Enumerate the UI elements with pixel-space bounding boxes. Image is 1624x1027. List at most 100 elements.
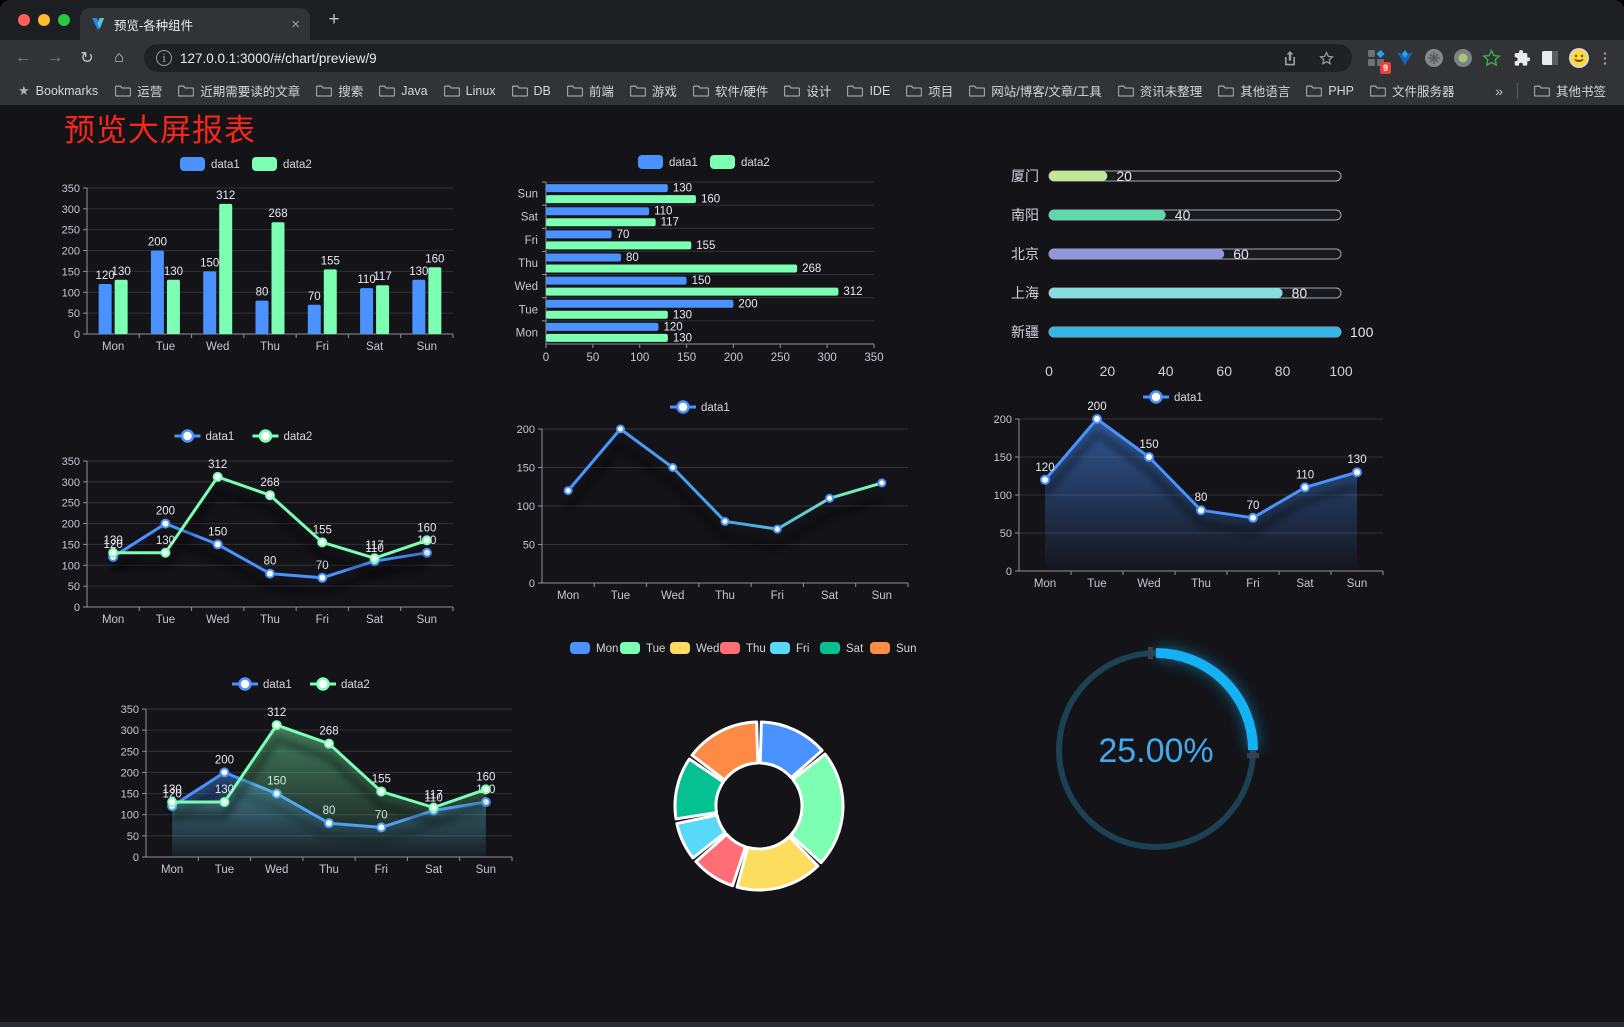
svg-text:data2: data2 [284, 431, 313, 443]
bookmark-folder[interactable]: DB [504, 79, 559, 102]
forward-button[interactable]: → [47, 49, 63, 66]
chart-dual-area[interactable]: data1 data2 0 50 100 150 200 250 300 350 Mon Tue Wed… [100, 671, 520, 893]
donut-slice-Sun[interactable] [690, 720, 760, 782]
svg-text:300: 300 [62, 477, 80, 489]
legend-item[interactable]: data2 [252, 157, 312, 171]
legend-item[interactable]: data1 [174, 429, 235, 444]
bookmark-folder[interactable]: 近期需要读的文章 [170, 79, 308, 102]
legend-item[interactable]: Tue [620, 642, 665, 655]
share-icon[interactable] [1276, 50, 1304, 67]
svg-text:110: 110 [654, 206, 672, 218]
legend-item[interactable]: data1 [180, 157, 240, 171]
donut-slice-Tue[interactable] [789, 752, 845, 865]
folder-icon [443, 84, 460, 97]
chart-single-area[interactable]: data1 0 50 100 150 200 Mon Tue Wed Thu Fri Sat Sun 12… [975, 385, 1390, 603]
ext-star-icon[interactable] [1478, 45, 1505, 71]
svg-text:100: 100 [1350, 324, 1374, 340]
tab-close-icon[interactable]: × [291, 15, 300, 33]
traffic-light-minimize[interactable] [38, 14, 50, 26]
donut-slice-Thu[interactable] [694, 832, 747, 888]
bookmark-folder[interactable]: 网站/博客/文章/工具 [961, 79, 1109, 102]
chart-donut[interactable]: Mon Tue Wed Thu Fri Sat Sun [555, 630, 945, 902]
legend-item[interactable]: Thu [720, 642, 766, 655]
legend-item[interactable]: Fri [770, 642, 809, 655]
svg-text:Mon: Mon [102, 341, 124, 353]
bookmark-folder[interactable]: Linux [436, 79, 504, 102]
bookmark-folder[interactable]: 资讯未整理 [1110, 79, 1211, 102]
back-button[interactable]: ← [15, 49, 31, 66]
url-text[interactable]: 127.0.0.1:3000/#/chart/preview/9 [180, 50, 377, 66]
bookmark-folder[interactable]: 搜索 [308, 79, 371, 102]
legend-item[interactable]: data1 [638, 155, 698, 169]
bookmark-label: 资讯未整理 [1139, 85, 1203, 99]
bookmarks-manager-item[interactable]: ★ Bookmarks [10, 81, 106, 101]
bookmark-folder[interactable]: 运营 [107, 79, 170, 102]
legend-item[interactable]: data1 [232, 677, 292, 692]
bookmark-star-icon[interactable] [1312, 50, 1340, 67]
traffic-light-close[interactable] [18, 14, 30, 26]
profile-avatar[interactable] [1565, 45, 1592, 71]
chart-progress-bars[interactable]: 厦门 20 南阳 40 北京 60 上海 80 新疆 100 0 20 40 60 80 100 [995, 160, 1390, 395]
ext-circle-icon[interactable] [1420, 45, 1447, 71]
svg-text:Thu: Thu [260, 341, 280, 353]
bookmark-folder[interactable]: Java [371, 79, 435, 102]
svg-text:150: 150 [994, 452, 1012, 464]
svg-text:130: 130 [164, 266, 183, 278]
donut-slice-Wed[interactable] [735, 835, 820, 892]
bookmark-folder[interactable]: PHP [1298, 79, 1362, 102]
bookmarks-overflow-chevron[interactable]: » [1495, 82, 1503, 99]
extensions-puzzle-icon[interactable] [1507, 45, 1534, 71]
donut-slice-Sat[interactable] [673, 757, 725, 821]
svg-text:150: 150 [692, 275, 711, 287]
bookmark-folder[interactable]: 其他语言 [1210, 79, 1298, 102]
menu-dots-icon[interactable]: ⋮ [1597, 50, 1613, 67]
chart-dual-line[interactable]: data1 data2 0 50 100 150 200 250 300 350 Mon Tue Wed… [45, 423, 460, 643]
svg-text:Sun: Sun [417, 614, 437, 626]
chart-gradient-line[interactable]: data1 0 50 100 150 200 Mon Tue Wed Thu Fri Sat Sun [498, 395, 920, 617]
svg-text:110: 110 [424, 792, 442, 804]
legend-item[interactable]: Mon [570, 642, 618, 655]
ext-green-dot-icon[interactable] [1449, 45, 1476, 71]
address-bar[interactable]: i 127.0.0.1:3000/#/chart/preview/9 [144, 44, 1352, 72]
legend-item[interactable]: data2 [252, 429, 313, 444]
svg-text:130: 130 [112, 266, 131, 278]
donut-slice-Fri[interactable] [675, 813, 727, 860]
reload-button[interactable]: ↻ [80, 50, 94, 67]
legend-item[interactable]: data2 [710, 155, 770, 169]
bookmark-folder[interactable]: 项目 [898, 79, 961, 102]
svg-text:Wed: Wed [206, 614, 229, 626]
legend-item[interactable]: Sat [820, 642, 864, 655]
bookmark-folder[interactable]: 设计 [776, 79, 839, 102]
svg-text:80: 80 [256, 287, 269, 299]
chart-gauge-ring[interactable]: 25.00% [1040, 638, 1272, 878]
vue-devtools-icon[interactable] [1391, 45, 1418, 71]
chart-horizontal-bar[interactable]: data1 data2 0 50 100 150 200 250 300 350 Sun 130 160… [500, 148, 920, 370]
tab-title: 预览-各种组件 [114, 18, 194, 33]
chart-grouped-bar[interactable]: data1 data2 0 50 100 150 200 250 300 350 Mon Tue Wed… [45, 150, 460, 365]
site-info-icon[interactable]: i [156, 50, 172, 66]
bookmark-folder[interactable]: 前端 [559, 79, 622, 102]
legend-item[interactable]: data2 [310, 677, 370, 692]
bookmark-folder[interactable]: IDE [839, 79, 898, 102]
traffic-light-zoom[interactable] [58, 14, 70, 26]
svg-text:Sun: Sun [1347, 578, 1367, 590]
donut-slice-Mon[interactable] [758, 720, 824, 780]
legend-item[interactable]: Wed [670, 642, 719, 655]
browser-tab[interactable]: 预览-各种组件 × [80, 8, 310, 40]
bookmark-folder[interactable]: 文件服务器 [1362, 79, 1463, 102]
bookmark-folder[interactable]: 游戏 [622, 79, 685, 102]
reader-mode-icon[interactable] [1536, 45, 1563, 71]
svg-text:130: 130 [1347, 454, 1366, 466]
legend-item[interactable]: data1 [670, 400, 730, 415]
svg-text:350: 350 [62, 183, 80, 195]
legend-item[interactable]: Sun [870, 642, 916, 655]
svg-text:100: 100 [630, 352, 649, 364]
folder-icon [1369, 84, 1386, 97]
svg-text:Sun: Sun [476, 864, 496, 876]
new-tab-button[interactable]: + [328, 9, 340, 30]
other-bookmarks-folder[interactable]: 其他书签 [1526, 79, 1614, 102]
legend-item[interactable]: data1 [1143, 390, 1203, 405]
home-button[interactable]: ⌂ [114, 49, 124, 66]
ext-grid-badge-icon[interactable]: 9 [1362, 45, 1391, 74]
bookmark-folder[interactable]: 软件/硬件 [685, 79, 776, 102]
